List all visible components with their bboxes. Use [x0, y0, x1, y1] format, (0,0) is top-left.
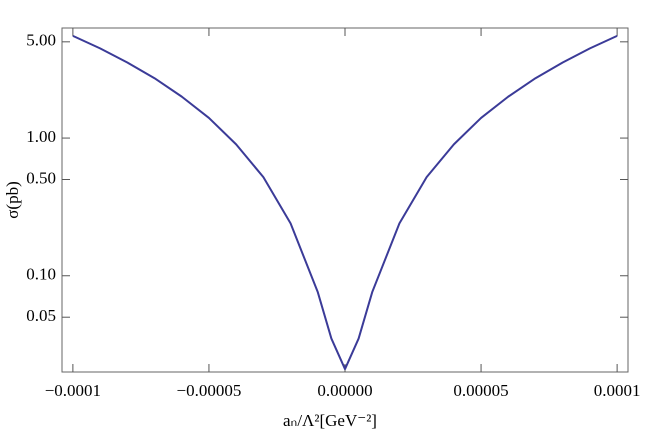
x-tick-label: 0.00005 [453, 381, 508, 400]
y-tick-label: 5.00 [26, 31, 56, 50]
x-tick-label: 0.0001 [594, 381, 641, 400]
y-tick-label: 0.05 [26, 306, 56, 325]
x-tick-label: −0.0001 [45, 381, 101, 400]
y-tick-label: 0.50 [26, 168, 56, 187]
y-axis-label: σ(pb) [3, 181, 22, 219]
data-line [72, 34, 618, 371]
x-tick-label: −0.00005 [177, 381, 242, 400]
y-tick-label: 0.10 [26, 265, 56, 284]
x-tick-label: 0.00000 [317, 381, 372, 400]
y-tick-label: 1.00 [26, 127, 56, 146]
x-axis-label: aₙ/Λ²[GeV⁻²] [283, 411, 377, 430]
plot-frame [61, 27, 629, 373]
